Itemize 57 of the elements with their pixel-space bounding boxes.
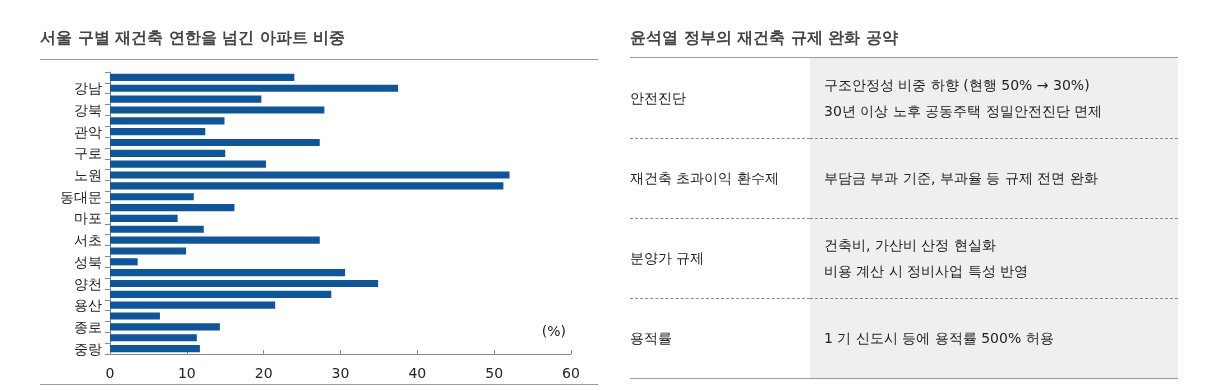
bar [110,258,138,266]
category-label: 분양가 규제 [630,250,705,266]
bar [110,73,295,81]
category-label: 안전진단 [630,89,686,106]
bar [110,138,320,147]
bar [110,225,204,233]
y-tick-label: 중랑 [74,340,102,357]
x-tick-label: 0 [105,365,115,381]
bar [110,214,178,222]
y-tick-label: 마포 [74,210,102,227]
x-tick-label: 30 [331,365,350,381]
y-tick-label: 성북 [74,253,102,270]
x-tick-label: 50 [485,365,504,381]
bar [110,160,266,168]
bar [110,312,160,320]
bar [110,84,399,92]
y-tick-label: 강북 [74,101,102,118]
bar [110,149,226,157]
category-label: 용적률 [630,330,672,346]
bar [110,290,332,298]
y-tick-label: 종로 [74,318,102,335]
bar [110,193,194,201]
chart-title: 서울 구별 재건축 연한을 넘긴 아파트 비중 [40,28,346,49]
text: 구조안정성 비중 하향 (현행 50% → 30%) 30년 이상 노후 공동주택 정밀안전진단 면제 [824,76,1103,119]
y-tick-label: 강남 [74,80,102,97]
bar [110,128,206,136]
bar [110,247,187,255]
text: 윤석열 정부의 재건축 규제 완화 공약 [630,28,898,49]
x-tick-label: 10 [177,365,196,381]
bar [110,345,200,353]
y-tick-label: 양천 [74,275,102,292]
y-tick-label: 구로 [74,145,102,162]
category-label: 재건축 초과이익 환수제 [630,170,779,186]
bar [110,334,197,342]
bar [110,182,504,190]
bar [110,236,320,244]
x-tick-label: 40 [408,365,427,381]
text: 건축비, 가산비 산정 현실화 비용 계산 시 정비사업 특성 반영 [824,237,1029,279]
bar [110,171,510,179]
bar [110,323,220,331]
x-tick-label: 20 [254,365,273,381]
bar [110,279,379,288]
text: 부담금 부과 기준, 부과율 등 규제 전면 완화 [824,170,1098,186]
y-tick-label: 관악 [74,123,102,140]
x-tick-label: 60 [562,365,580,381]
y-tick-label: 노원 [74,167,102,184]
bar [110,95,262,103]
text: 1 기 신도시 등에 용적률 500% 허용 [824,330,1054,346]
bar [110,269,346,277]
y-tick-label: 서초 [74,232,102,249]
bar [110,106,325,114]
bar [110,301,276,309]
y-tick-label: 용산 [74,297,102,314]
bar [110,117,225,125]
y-tick-label: 동대문 [60,188,102,205]
annotation: (%) [541,323,567,339]
bar [110,204,235,212]
